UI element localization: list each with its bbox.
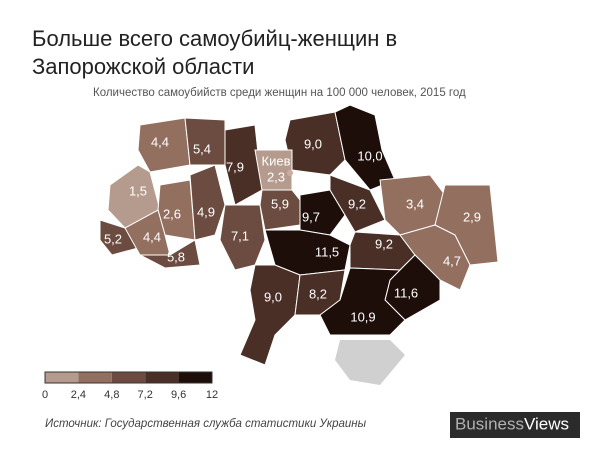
region-value: 5,9 — [271, 196, 289, 211]
legend-swatch — [45, 372, 79, 383]
legend-tick-label: 9,6 — [171, 389, 186, 401]
region — [157, 179, 196, 241]
region — [399, 224, 471, 291]
region — [99, 219, 139, 256]
region-value: 11,6 — [394, 285, 418, 300]
region-value: 4,4 — [151, 134, 169, 149]
region-value: 9,2 — [375, 236, 393, 251]
brand-box — [450, 412, 580, 438]
region-value: 7,9 — [226, 159, 244, 174]
legend-frame — [44, 371, 213, 384]
regions: 4,4 5,4 7,9 9,0 10,0 1,5 2,3 5,9 2,6 4,9 7,1 9,7 9,2… — [99, 104, 499, 366]
region-value: 5,8 — [167, 249, 185, 264]
region-value: 11,5 — [315, 244, 339, 259]
crimea — [335, 340, 405, 385]
region-value: 10,0 — [357, 148, 382, 163]
region — [239, 264, 301, 366]
region-value: 1,5 — [129, 183, 147, 198]
region-value: 4,4 — [143, 229, 161, 244]
region — [189, 164, 226, 241]
capital-dot — [287, 170, 293, 176]
legend: 0 2,4 4,8 7,2 9,6 12 — [42, 371, 218, 401]
region-value: 2,6 — [163, 206, 181, 221]
region — [319, 267, 406, 336]
legend-swatch — [145, 372, 179, 383]
legend-tick-label: 2,4 — [71, 389, 86, 401]
region — [334, 104, 396, 191]
brand: Business — [455, 414, 524, 433]
legend-tick-label: 4,8 — [104, 389, 119, 401]
region-value: 2,3 — [267, 169, 285, 184]
region-value: 9,2 — [348, 196, 366, 211]
region-value: 3,4 — [406, 196, 424, 211]
region-value: 9,0 — [304, 136, 322, 151]
capital-label: Киев — [262, 153, 291, 168]
source: Источник: Государственная служба статист… — [45, 418, 367, 430]
region-value: 7,1 — [231, 228, 249, 243]
region-value: 5,2 — [104, 231, 122, 246]
region-value: 4,9 — [197, 204, 215, 219]
brand: Views — [524, 414, 569, 433]
region-value: 8,2 — [309, 286, 327, 301]
subtitle: Количество самоубийств среди женщин на 1… — [93, 87, 466, 99]
region — [139, 239, 201, 269]
region-value: 10,9 — [350, 309, 375, 324]
region — [224, 124, 263, 206]
region — [299, 189, 346, 236]
region-value: 9,0 — [264, 289, 282, 304]
region — [137, 117, 191, 173]
legend-tick-label: 0 — [42, 389, 48, 401]
legend-swatch — [111, 372, 146, 383]
region — [124, 209, 171, 256]
region-value: 2,9 — [463, 209, 481, 224]
title: Запорожской области — [32, 54, 254, 79]
legend-tick-label: 12 — [206, 389, 218, 401]
legend-tick-label: 7,2 — [138, 389, 153, 401]
legend-swatch — [178, 372, 212, 383]
title: Больше всего самоубийц-женщин в — [32, 26, 397, 51]
region-value: 9,7 — [302, 209, 320, 224]
legend-swatch — [78, 372, 112, 383]
region-value: 5,4 — [193, 141, 211, 156]
region-value: 4,7 — [443, 253, 461, 268]
